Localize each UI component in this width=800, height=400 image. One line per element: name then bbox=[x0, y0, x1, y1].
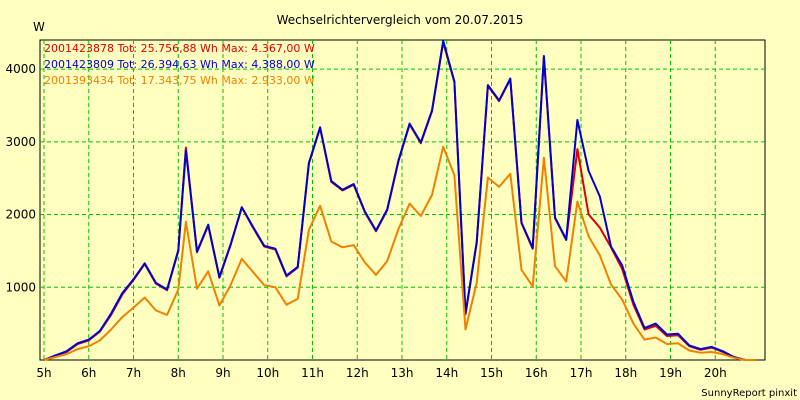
x-tick-label: 20h bbox=[704, 366, 727, 380]
x-tick-label: 5h bbox=[36, 366, 51, 380]
x-tick-label: 11h bbox=[301, 366, 324, 380]
x-tick-label: 7h bbox=[126, 366, 141, 380]
plot-area bbox=[39, 39, 766, 361]
series-line-2001423809 bbox=[43, 39, 757, 361]
x-tick-label: 19h bbox=[659, 366, 682, 380]
x-tick-label: 15h bbox=[480, 366, 503, 380]
y-axis-label: W bbox=[33, 20, 45, 34]
x-tick-label: 8h bbox=[171, 366, 186, 380]
legend-entry-2001393434: 2001393434 Tot: 17.343,75 Wh Max: 2.933,… bbox=[44, 74, 315, 87]
x-tick-label: 6h bbox=[81, 366, 96, 380]
x-tick-label: 12h bbox=[346, 366, 369, 380]
series-line-2001393434 bbox=[43, 145, 757, 361]
y-tick-label: 1000 bbox=[5, 280, 36, 294]
series-layer bbox=[43, 39, 757, 361]
y-tick-label: 4000 bbox=[5, 62, 36, 76]
x-tick-label: 14h bbox=[435, 366, 458, 380]
tick-layer: 1000 2000 3000 4000 5h 6h 7h 8h 9h 10h 11h 12h 13h 14… bbox=[5, 62, 726, 380]
legend: 2001423878 Tot: 25.756,88 Wh Max: 4.367,… bbox=[44, 42, 315, 87]
x-tick-label: 16h bbox=[525, 366, 548, 380]
grid-layer bbox=[40, 40, 765, 360]
legend-entry-2001423809: 2001423809 Tot: 26.394,63 Wh Max: 4.388,… bbox=[44, 58, 315, 71]
footer-credit: SunnyReport pinxit bbox=[701, 388, 797, 399]
x-tick-label: 18h bbox=[614, 366, 637, 380]
y-tick-label: 2000 bbox=[5, 208, 36, 222]
x-tick-label: 10h bbox=[256, 366, 279, 380]
legend-entry-2001423878: 2001423878 Tot: 25.756,88 Wh Max: 4.367,… bbox=[44, 42, 315, 55]
x-tick-label: 9h bbox=[215, 366, 230, 380]
x-tick-label: 17h bbox=[570, 366, 593, 380]
x-tick-label: 13h bbox=[391, 366, 414, 380]
chart-title: Wechselrichtervergleich vom 20.07.2015 bbox=[277, 13, 524, 27]
y-tick-label: 3000 bbox=[5, 135, 36, 149]
